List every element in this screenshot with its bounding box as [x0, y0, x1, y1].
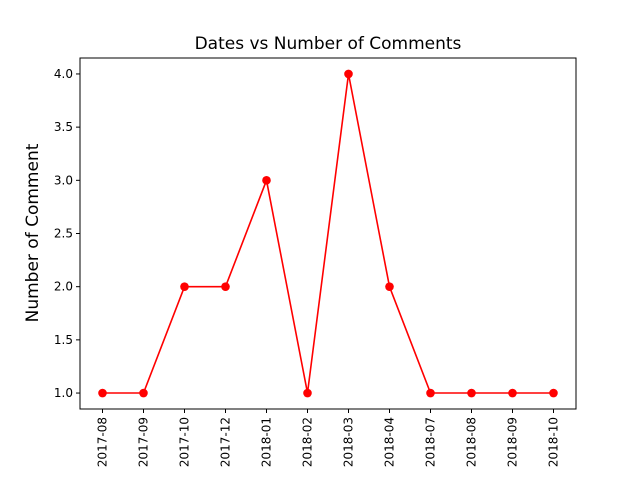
- x-axis-ticks: 2017-08 2017-09 2017-10 2017-12 2018-01 2018-…: [96, 409, 561, 467]
- data-point: [98, 388, 107, 398]
- y-tick-label: 1.0: [54, 386, 73, 400]
- y-tick-label: 3.0: [54, 173, 73, 187]
- data-point: [467, 388, 476, 398]
- data-point: [262, 176, 271, 185]
- data-point: [549, 388, 558, 398]
- x-tick-label: 2018-01: [260, 417, 274, 467]
- chart-title: Dates vs Number of Comments: [195, 34, 462, 54]
- series-line: [102, 73, 554, 394]
- x-tick-label: 2018-03: [342, 417, 356, 467]
- data-point: [303, 388, 312, 398]
- y-tick-label: 2.0: [54, 280, 73, 294]
- plot-frame: [79, 57, 577, 410]
- data-point: [385, 282, 394, 291]
- y-tick-label: 1.5: [54, 333, 73, 347]
- x-tick-label: 2018-10: [547, 417, 561, 467]
- data-point: [426, 388, 435, 398]
- y-axis-ticks: 1.0 1.5 2.0 2.5 3.0 3.5 4.0: [54, 67, 80, 400]
- data-point: [508, 388, 517, 398]
- x-tick-label: 2017-09: [137, 417, 151, 467]
- x-tick-label: 2017-10: [178, 417, 192, 467]
- y-tick-label: 4.0: [54, 67, 73, 81]
- x-tick-label: 2017-12: [219, 417, 233, 467]
- data-point: [139, 388, 148, 398]
- y-tick-label: 3.5: [54, 120, 73, 134]
- x-tick-label: 2018-09: [506, 417, 520, 467]
- x-tick-label: 2018-04: [383, 417, 397, 467]
- x-tick-label: 2018-02: [301, 417, 315, 467]
- y-tick-label: 2.5: [54, 227, 73, 241]
- data-point: [221, 282, 230, 291]
- data-point: [344, 69, 353, 79]
- data-point: [180, 282, 189, 291]
- x-tick-label: 2018-08: [465, 417, 479, 467]
- y-axis-label: Number of Comment: [23, 143, 43, 322]
- series-layer: [98, 69, 558, 398]
- x-tick-label: 2017-08: [96, 417, 110, 467]
- x-tick-label: 2018-07: [424, 417, 438, 467]
